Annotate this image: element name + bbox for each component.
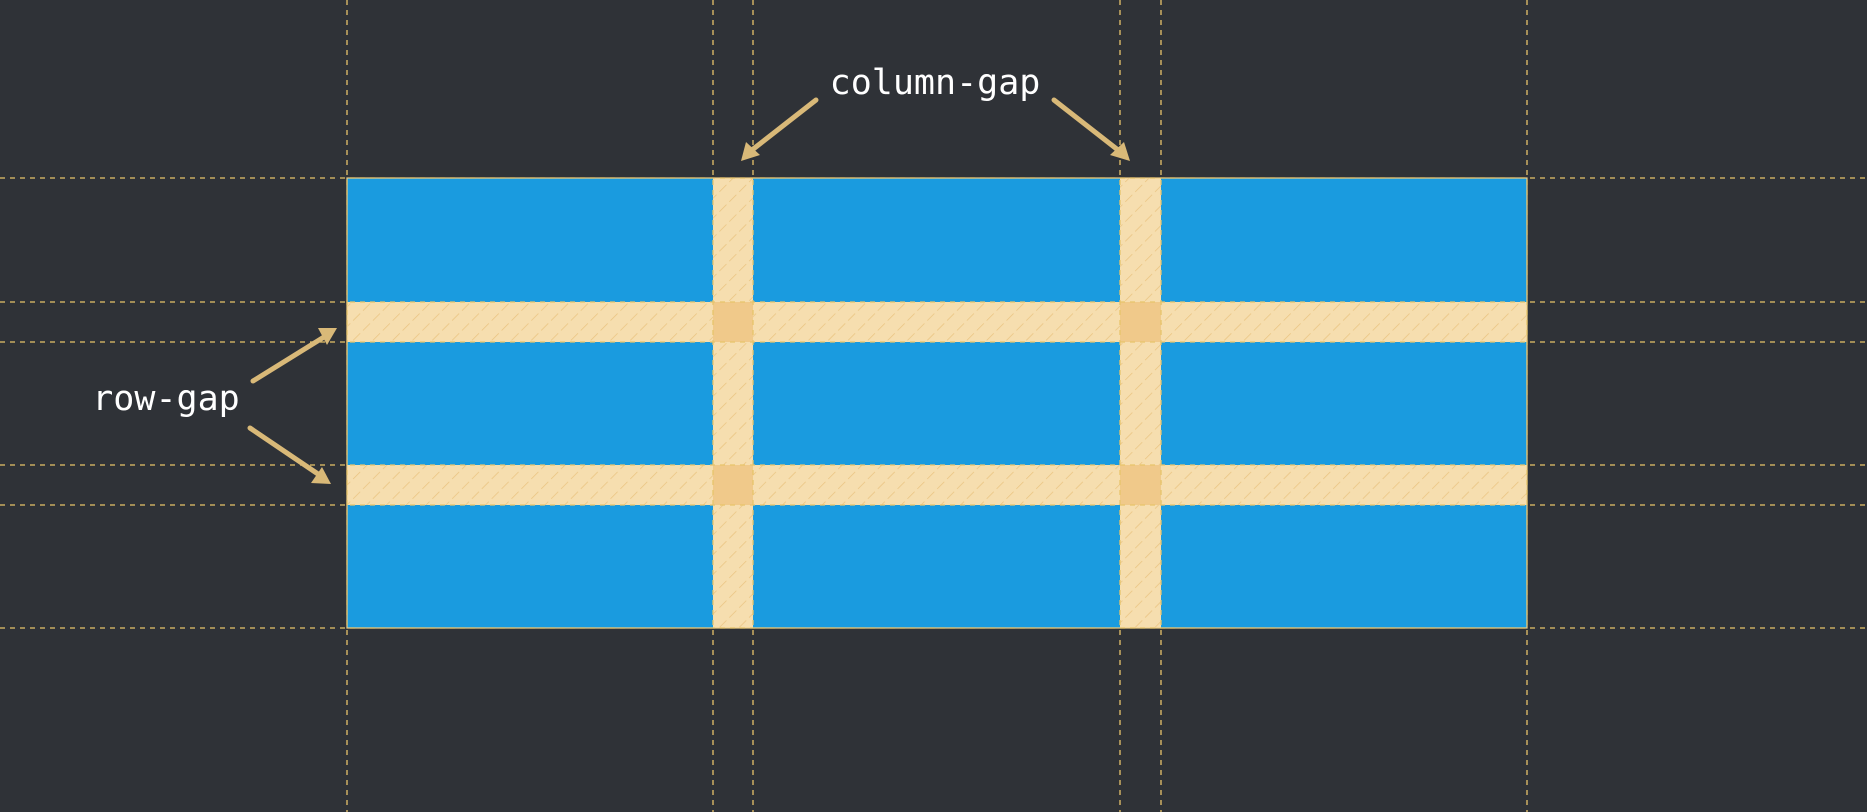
gap-intersection (1120, 302, 1161, 342)
gap-intersection (713, 302, 753, 342)
gap-intersection (713, 465, 753, 505)
arrow-icon (247, 425, 321, 477)
grid-cell (753, 505, 1120, 628)
grid-cell (347, 505, 713, 628)
arrowhead-icon (741, 142, 760, 161)
arrow-icon (749, 97, 819, 153)
grid-cell (753, 342, 1120, 465)
grid-cell (753, 178, 1120, 302)
grid-cell (1161, 178, 1527, 302)
arrowhead-icon (1110, 142, 1130, 161)
arrow-icon (250, 334, 327, 384)
row-gap-label: row-gap (92, 379, 240, 419)
grid-cells (347, 178, 1527, 628)
row-gap-arrows (247, 328, 337, 484)
gap-intersection (1120, 465, 1161, 505)
arrow-icon (1051, 97, 1121, 153)
grid-gaps (347, 178, 1527, 628)
grid-cell (1161, 342, 1527, 465)
grid-cell (1161, 505, 1527, 628)
grid-cell (347, 178, 713, 302)
column-gap-label: column-gap (830, 63, 1041, 103)
grid-cell (347, 342, 713, 465)
arrowhead-icon (318, 328, 337, 345)
arrowhead-icon (311, 467, 331, 484)
column-gap-arrows (741, 97, 1130, 161)
